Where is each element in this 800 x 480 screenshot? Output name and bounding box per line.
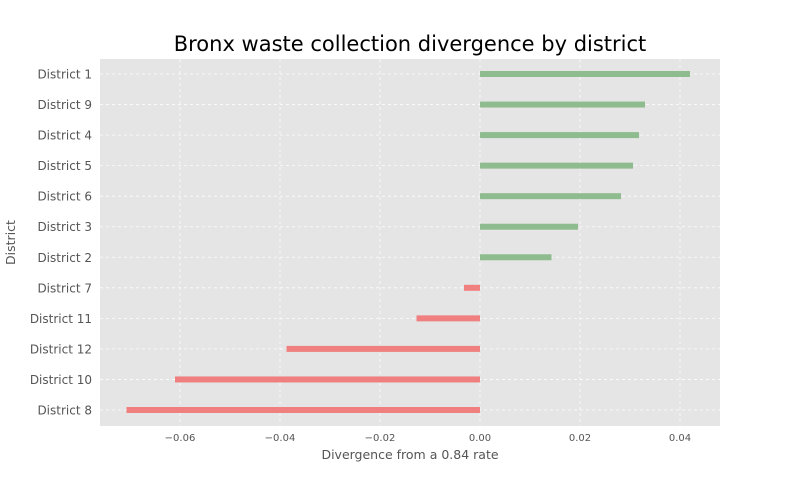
x-tick-label: 0.04 xyxy=(669,433,691,444)
bar-district-10 xyxy=(175,376,480,383)
x-tick-label: −0.02 xyxy=(365,433,396,444)
category-label: District 2 xyxy=(37,251,92,265)
x-tick-label: 0.00 xyxy=(469,433,491,444)
bar-district-11 xyxy=(416,315,480,322)
y-axis-label: District xyxy=(3,220,18,265)
bar-district-9 xyxy=(480,101,645,108)
bar-district-7 xyxy=(464,284,480,291)
category-label: District 11 xyxy=(30,312,92,326)
plot-area xyxy=(100,59,720,426)
category-label: District 10 xyxy=(30,373,92,387)
chart-title: Bronx waste collection divergence by dis… xyxy=(174,32,647,56)
bar-district-1 xyxy=(480,71,690,77)
x-tick-label: −0.06 xyxy=(165,433,196,444)
bar-district-5 xyxy=(480,162,633,169)
category-label: District 1 xyxy=(37,68,92,82)
category-label: District 9 xyxy=(37,98,92,112)
category-label: District 5 xyxy=(37,159,92,173)
bar-district-12 xyxy=(286,345,480,352)
bar-district-4 xyxy=(480,132,639,139)
category-label: District 8 xyxy=(37,404,92,418)
bar-district-3 xyxy=(480,223,578,230)
x-axis-label: Divergence from a 0.84 rate xyxy=(321,447,498,462)
bars xyxy=(126,71,690,413)
category-label: District 7 xyxy=(37,281,92,295)
x-tick-label: 0.02 xyxy=(569,433,591,444)
bar-district-6 xyxy=(480,193,621,200)
category-label: District 3 xyxy=(37,220,92,234)
category-label: District 4 xyxy=(37,129,92,143)
category-labels: District 1 District 9 District 4 District 5… xyxy=(30,68,92,418)
category-label: District 6 xyxy=(37,190,92,204)
bar-district-2 xyxy=(480,254,552,261)
bar-district-8 xyxy=(126,407,480,413)
category-label: District 12 xyxy=(30,342,92,356)
x-tick-labels: −0.06 −0.04 −0.02 0.00 0.02 0.04 xyxy=(165,433,691,444)
x-tick-label: −0.04 xyxy=(265,433,296,444)
